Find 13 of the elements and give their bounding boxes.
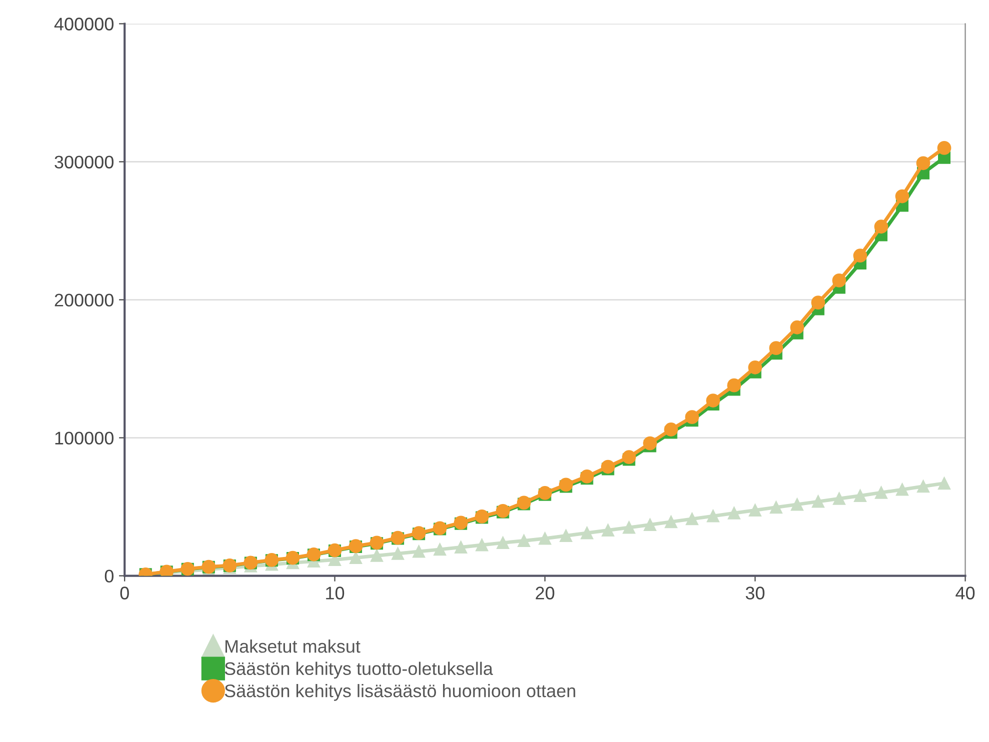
legend-label: Säästön kehitys lisäsäästö huomioon ottaen (224, 684, 576, 701)
x-tick-label: 0 (120, 586, 129, 600)
y-tick-label: 400000 (54, 18, 114, 30)
x-tick-label: 20 (536, 586, 554, 600)
x-tick-label: 40 (956, 586, 975, 600)
x-tick-label: 30 (746, 586, 764, 600)
legend-label: Säästön kehitys tuotto-oletuksella (224, 662, 493, 679)
legend-label: Maksetut maksut (226, 640, 360, 653)
y-tick-label: 300000 (54, 156, 114, 168)
x-tick-label: 10 (326, 586, 344, 600)
y-tick-label: 200000 (54, 294, 114, 306)
y-tick-label: 100000 (55, 432, 114, 444)
y-tick-label: 0 (104, 570, 114, 583)
